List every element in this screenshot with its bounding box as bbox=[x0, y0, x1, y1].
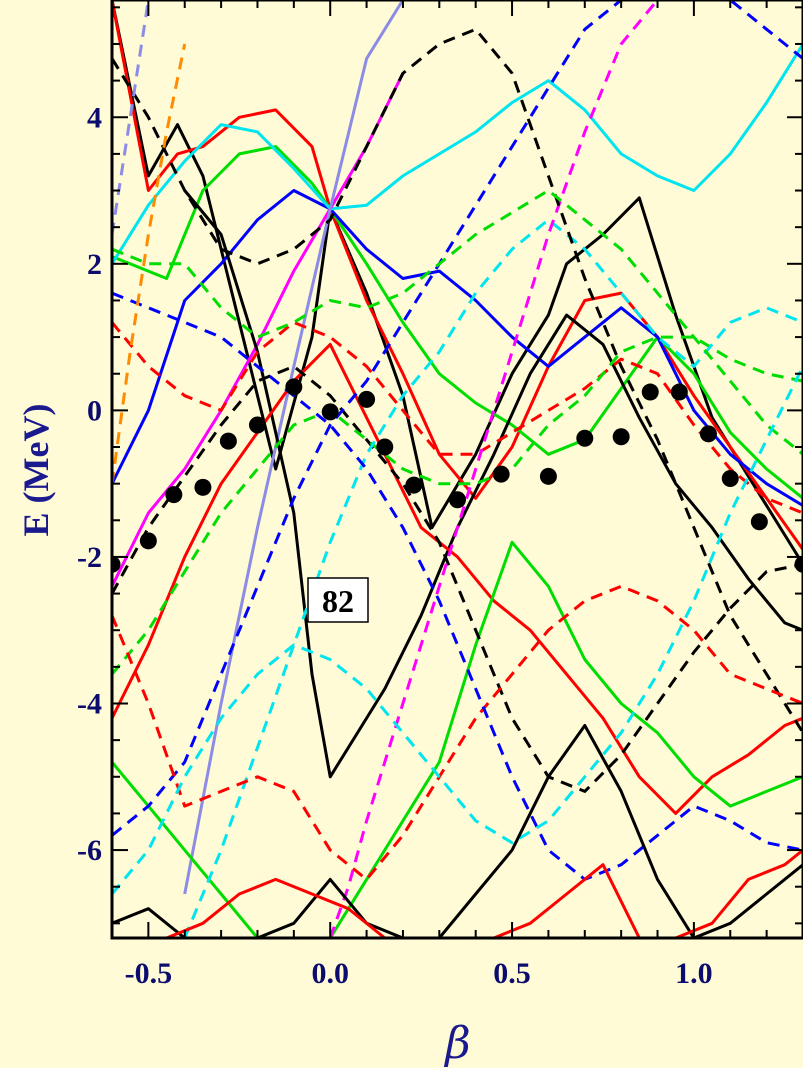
fermi-point bbox=[112, 555, 121, 573]
series-line-24 bbox=[112, 724, 803, 938]
x-tick-label: -0.5 bbox=[125, 957, 173, 990]
fermi-level-points bbox=[112, 378, 803, 573]
annotation-box: 82 bbox=[307, 577, 369, 623]
fermi-point bbox=[576, 429, 594, 447]
y-tick-label: -6 bbox=[77, 834, 102, 867]
fermi-point bbox=[539, 467, 557, 485]
fermi-point bbox=[139, 532, 157, 550]
series-line-16 bbox=[328, 0, 659, 938]
series-line-14 bbox=[112, 0, 803, 837]
annotation-label: 82 bbox=[322, 583, 354, 619]
x-tick-label: 0.0 bbox=[311, 957, 349, 990]
fermi-point bbox=[219, 432, 237, 450]
y-tick-label: 2 bbox=[87, 248, 102, 281]
series-line-20 bbox=[112, 291, 803, 881]
y-tick-label: -4 bbox=[77, 688, 102, 721]
fermi-point bbox=[376, 438, 394, 456]
series-lines bbox=[112, 0, 803, 938]
y-tick-label: -2 bbox=[77, 541, 102, 574]
series-line-15 bbox=[183, 218, 803, 938]
y-tick-label: 0 bbox=[87, 394, 102, 427]
x-tick-label: 1.0 bbox=[675, 957, 713, 990]
y-axis-title: E (MeV) bbox=[16, 404, 56, 537]
tick-labels: -6 -4 -2 0 2 4 -0.5 0.0 0.5 1.0 bbox=[77, 101, 713, 990]
x-axis-title: β bbox=[443, 1018, 470, 1068]
series-line-8 bbox=[183, 189, 803, 779]
fermi-point bbox=[612, 428, 630, 446]
fermi-point bbox=[670, 383, 688, 401]
fermi-point bbox=[285, 378, 303, 396]
series-line-11 bbox=[112, 364, 803, 793]
series-line-18 bbox=[112, 584, 803, 881]
fermi-point bbox=[165, 486, 183, 504]
series-line-22 bbox=[112, 43, 187, 484]
series-line-25 bbox=[112, 848, 803, 938]
series-line-17 bbox=[112, 27, 803, 734]
series-line-5 bbox=[112, 43, 803, 265]
series-line-19 bbox=[112, 189, 803, 456]
series-line-13 bbox=[112, 335, 803, 676]
series-line-7 bbox=[183, 0, 405, 895]
fermi-point bbox=[358, 390, 376, 408]
annotation-frame bbox=[307, 577, 369, 623]
fermi-point bbox=[321, 403, 339, 421]
fermi-point bbox=[449, 491, 466, 509]
series-line-21 bbox=[112, 365, 803, 895]
fermi-point bbox=[750, 513, 768, 531]
series-line-3 bbox=[112, 145, 803, 500]
series-line-10 bbox=[112, 540, 803, 938]
plot-frame bbox=[110, 0, 803, 940]
fermi-point bbox=[492, 465, 510, 483]
series-line-6 bbox=[112, 72, 405, 587]
fermi-point bbox=[641, 383, 659, 401]
series-line-2 bbox=[112, 0, 803, 551]
series-line-9 bbox=[112, 342, 803, 815]
axis-ticks bbox=[111, 0, 803, 938]
fermi-point bbox=[194, 478, 212, 496]
fermi-point bbox=[794, 555, 803, 573]
x-tick-label: 0.5 bbox=[493, 957, 531, 990]
fermi-point bbox=[405, 476, 423, 494]
series-line-12 bbox=[112, 320, 803, 515]
fermi-point bbox=[699, 425, 717, 443]
fermi-point bbox=[721, 470, 739, 488]
fermi-point bbox=[248, 416, 266, 434]
y-tick-label: 4 bbox=[87, 101, 102, 134]
